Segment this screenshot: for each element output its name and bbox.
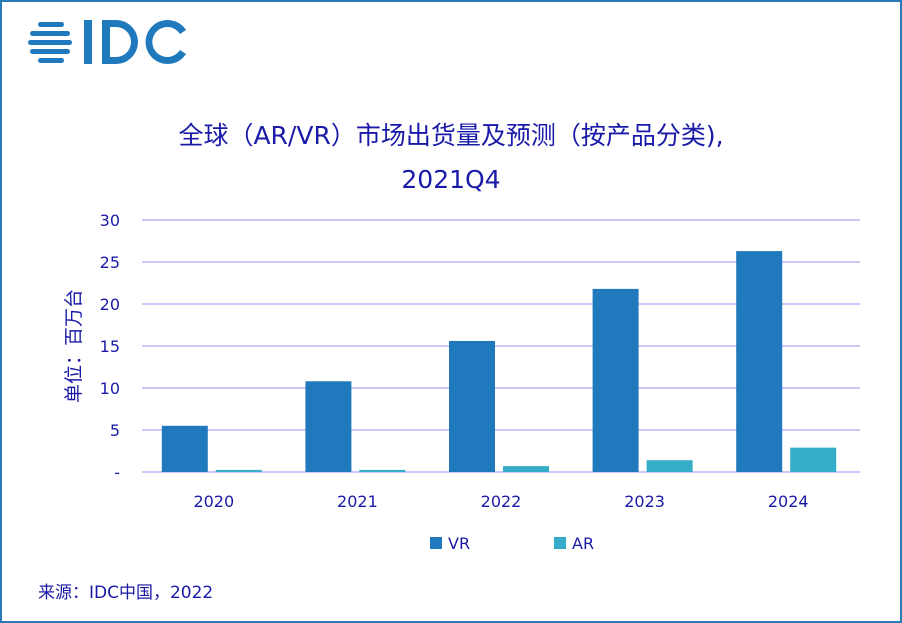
bar-ar-2022 [503, 466, 549, 472]
legend-swatch-ar [554, 537, 566, 549]
bar-ar-2023 [646, 460, 693, 472]
bar-vr-2020 [161, 425, 208, 472]
chart-title-line1: 全球（AR/VR）市场出货量及预测（按产品分类), [178, 121, 724, 150]
legend-label-ar: AR [572, 534, 594, 553]
chart-title-line2: 2021Q4 [401, 165, 501, 194]
x-tick-label: 2023 [624, 492, 665, 511]
x-tick-label: 2020 [193, 492, 234, 511]
x-tick-label: 2022 [481, 492, 522, 511]
y-tick-label: - [114, 463, 120, 482]
x-tick-label: 2021 [337, 492, 378, 511]
y-tick-label: 20 [100, 295, 120, 314]
bar-vr-2021 [305, 381, 352, 472]
bar-ar-2020 [215, 469, 262, 472]
source-note: 来源：IDC中国，2022 [38, 583, 214, 603]
idc-logo [28, 20, 186, 65]
bar-ar-2024 [790, 447, 837, 472]
y-tick-label: 30 [100, 211, 120, 230]
chart-title: 全球（AR/VR）市场出货量及预测（按产品分类), 2021Q4 [2, 114, 900, 202]
y-tick-label: 5 [110, 421, 120, 440]
bar-vr-2023 [592, 288, 639, 472]
bar-vr-2024 [736, 251, 783, 472]
legend-label-vr: VR [448, 534, 470, 553]
bar-ar-2021 [359, 469, 406, 472]
y-tick-label: 15 [100, 337, 120, 356]
y-tick-label: 25 [100, 253, 120, 272]
bar-vr-2022 [449, 340, 495, 472]
y-axis-label: 单位：百万台 [63, 289, 85, 403]
legend-swatch-vr [430, 537, 442, 549]
y-tick-label: 10 [100, 379, 120, 398]
x-tick-label: 2024 [768, 492, 809, 511]
